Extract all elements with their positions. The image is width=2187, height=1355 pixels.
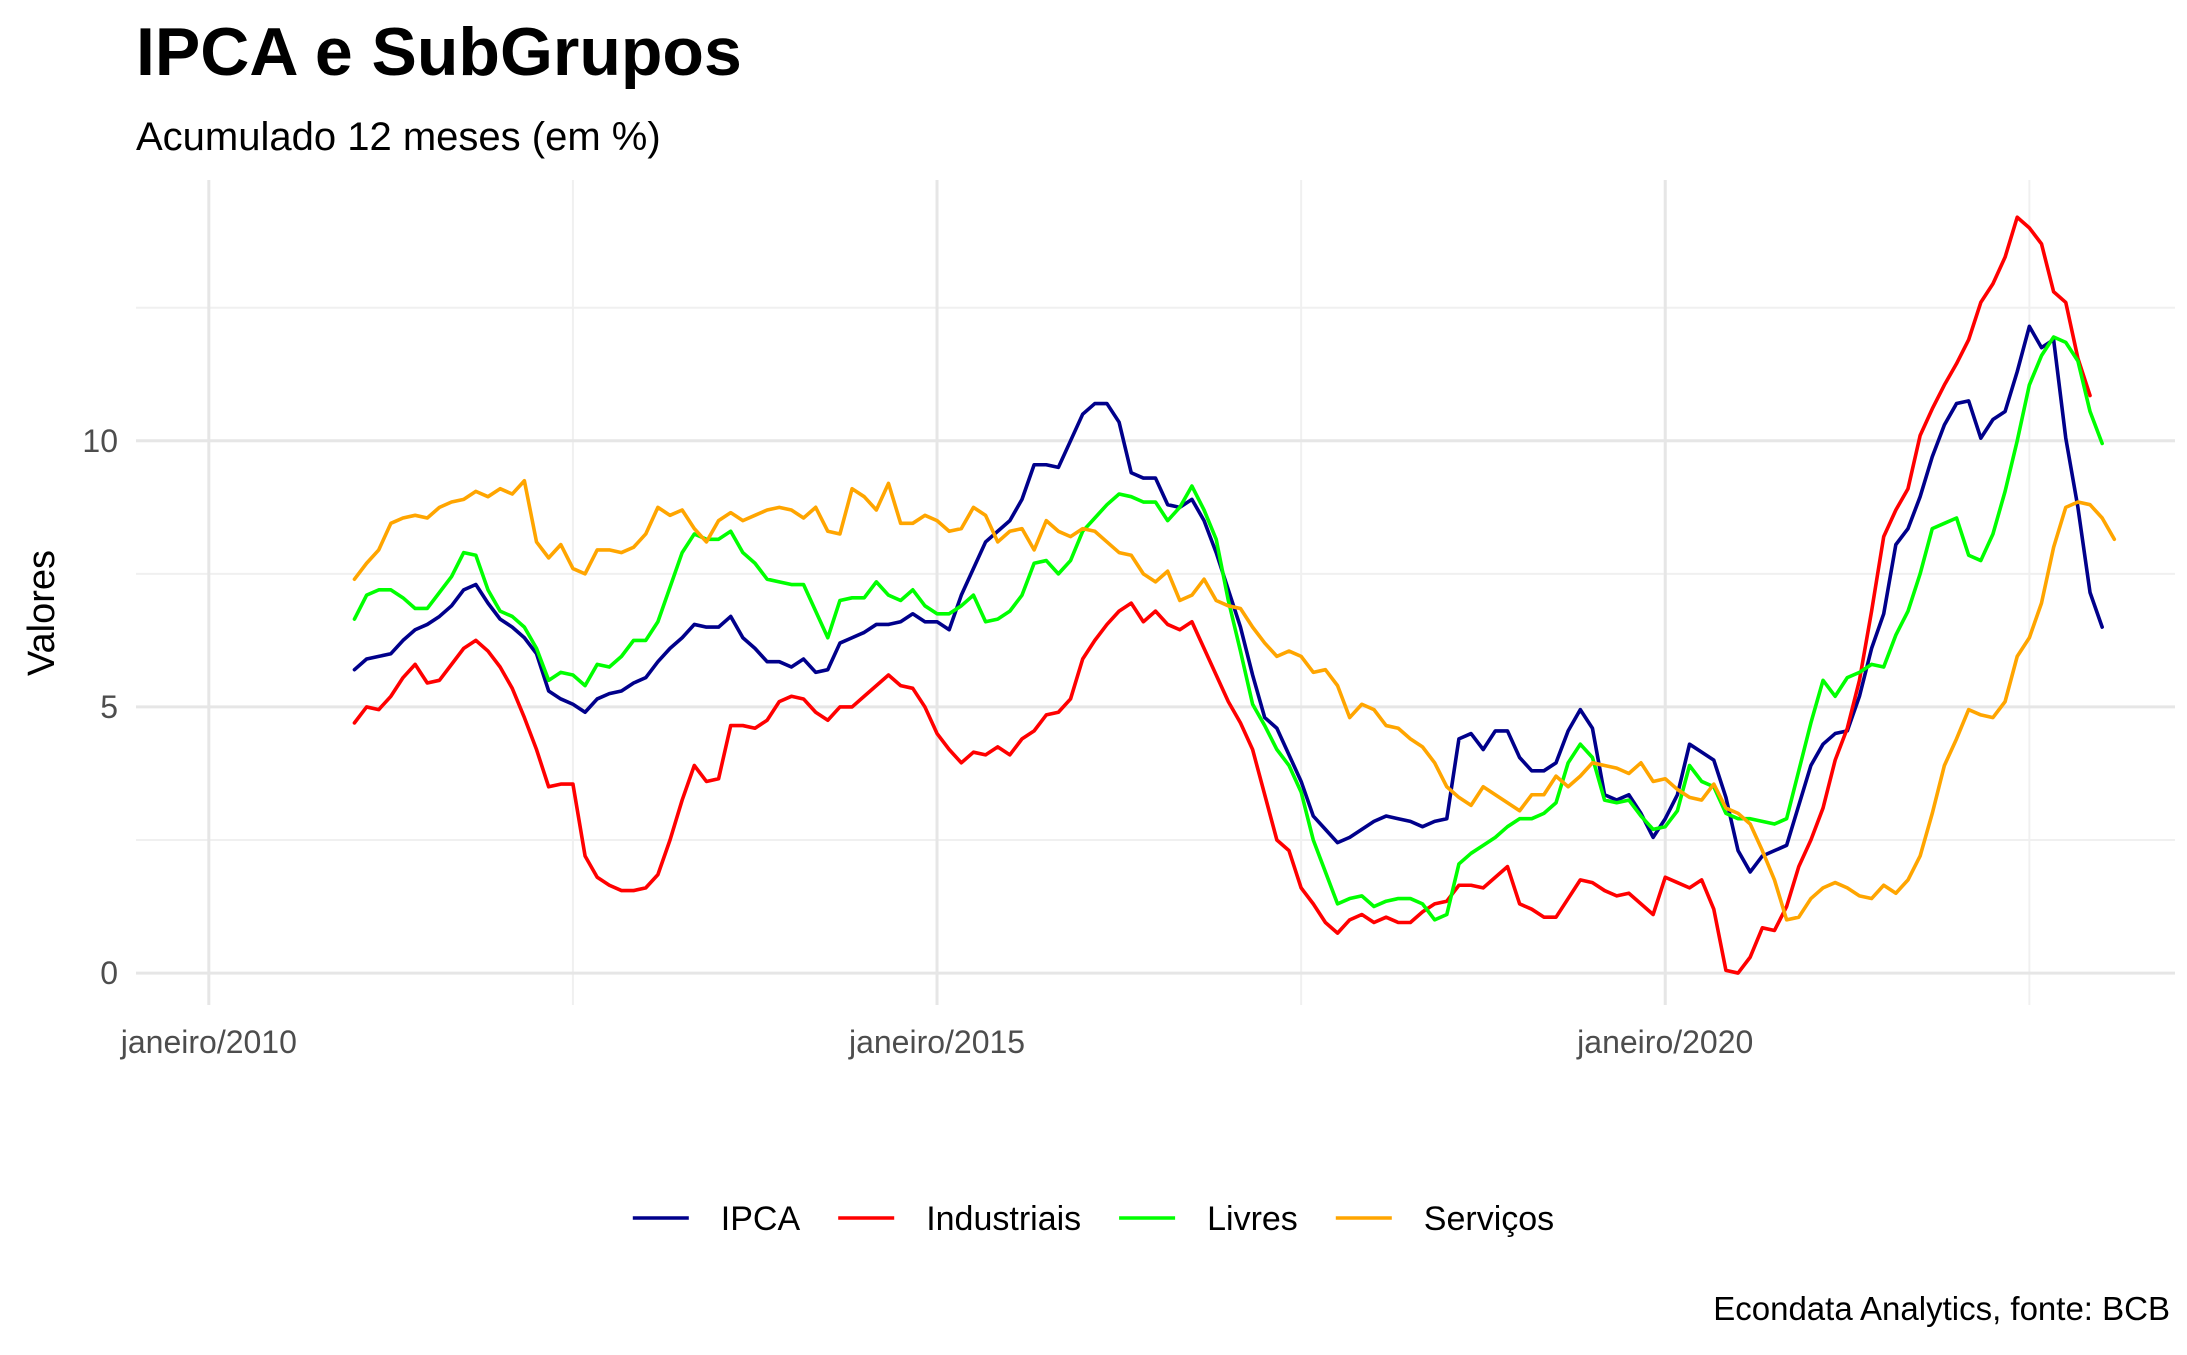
y-tick-label: 10 [82, 423, 118, 459]
x-tick-label: janeiro/2020 [1576, 1024, 1753, 1060]
x-tick-label: janeiro/2010 [120, 1024, 297, 1060]
y-tick-label: 0 [100, 955, 118, 991]
series-line-industriais [352, 215, 2092, 975]
y-axis-title: Valores [21, 550, 63, 676]
legend: IPCA Industriais Livres Serviços [632, 1200, 1554, 1238]
legend-item: Serviços [1335, 1200, 1554, 1238]
x-axis-ticks: janeiro/2010 janeiro/2015 janeiro/2020 [120, 1024, 1754, 1060]
legend-label: Livres [1207, 1200, 1298, 1238]
y-axis-ticks: 0 5 10 [82, 423, 118, 991]
series-line-livres [352, 335, 2104, 922]
gridlines [136, 180, 2175, 1005]
legend-item: IPCA [632, 1200, 801, 1238]
series-line-servicos [352, 478, 2117, 922]
legend-label: IPCA [721, 1200, 801, 1238]
chart-caption: Econdata Analytics, fonte: BCB [1713, 1290, 2170, 1327]
legend-item: Industriais [838, 1200, 1081, 1238]
legend-label: Serviços [1424, 1200, 1554, 1238]
chart-subtitle: Acumulado 12 meses (em %) [136, 115, 661, 159]
x-tick-label: janeiro/2015 [848, 1024, 1025, 1060]
series-line-ipca [352, 324, 2104, 874]
legend-item: Livres [1119, 1200, 1298, 1238]
y-tick-label: 5 [100, 689, 118, 725]
series-layer [352, 215, 2117, 975]
chart-title: IPCA e SubGrupos [136, 14, 742, 90]
legend-label: Industriais [926, 1200, 1081, 1238]
